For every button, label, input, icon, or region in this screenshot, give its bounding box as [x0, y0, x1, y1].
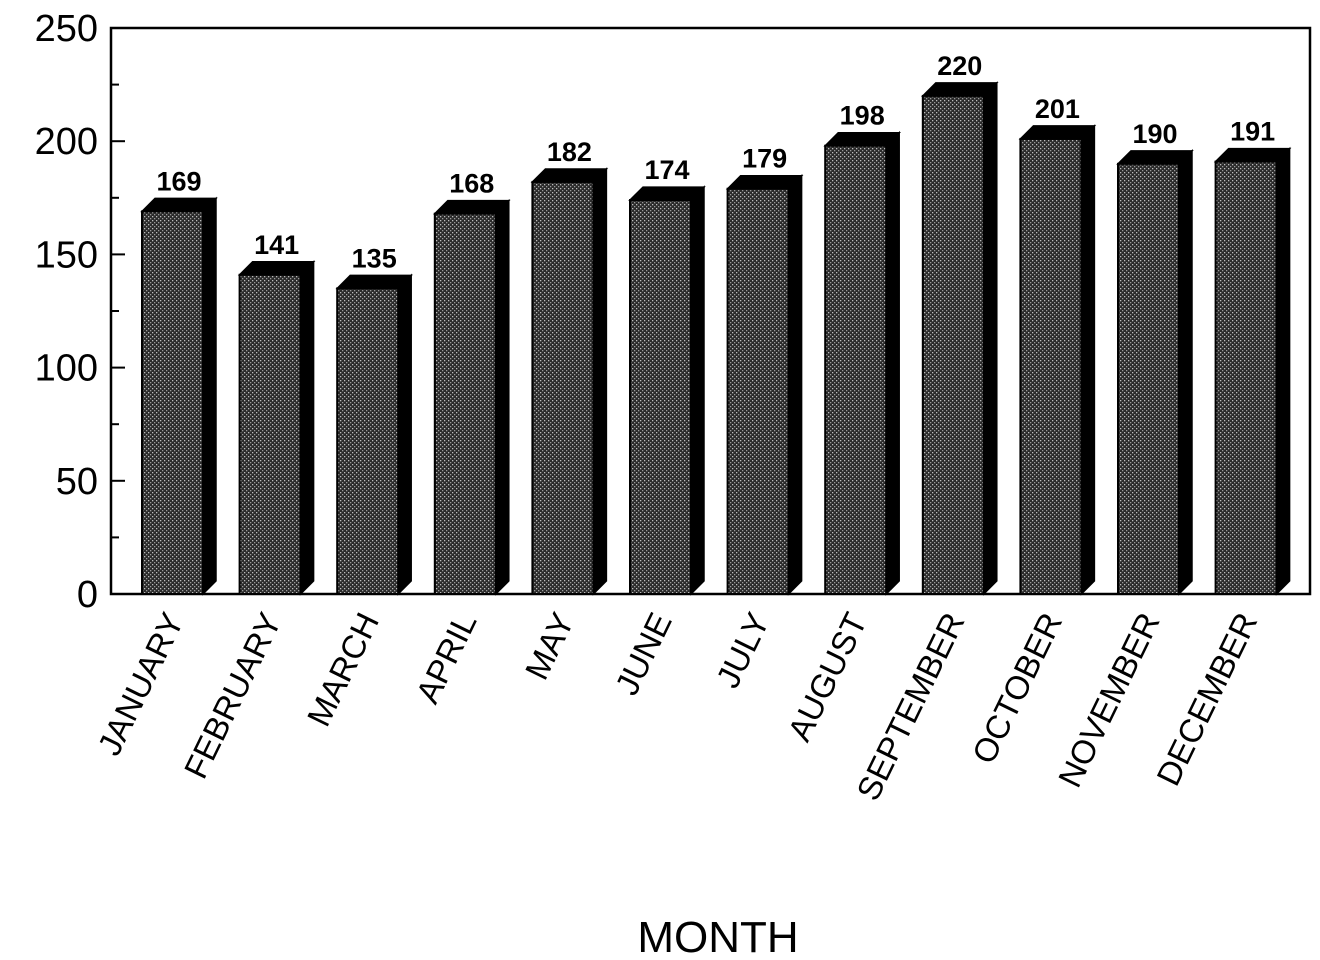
bar-face: [531, 180, 595, 595]
bar-face: [238, 273, 302, 595]
value-label: 220: [937, 51, 982, 81]
bar: [823, 130, 902, 596]
bar-side: [592, 167, 608, 596]
bar-top: [823, 131, 902, 147]
bar: [237, 259, 316, 596]
bar-top: [335, 274, 414, 290]
y-tick-label: 50: [56, 461, 98, 503]
bars: [140, 81, 1292, 596]
x-tick-label: AUGUST: [780, 607, 874, 747]
bar-face: [1117, 162, 1180, 595]
bar-face: [824, 144, 888, 595]
bar-face: [336, 287, 400, 595]
bar-side: [299, 259, 315, 596]
x-tick-label: JANUARY: [90, 607, 191, 761]
x-tick-label: MARCH: [300, 607, 386, 732]
x-tick-label: NOVEMBER: [1051, 607, 1167, 793]
bar: [432, 198, 511, 596]
x-tick-label: DECEMBER: [1149, 607, 1264, 791]
value-label: 141: [254, 230, 299, 260]
x-tick-label: JUNE: [608, 607, 679, 701]
value-label: 135: [352, 243, 397, 273]
bar-face: [433, 212, 497, 595]
bar-side: [983, 81, 998, 596]
value-label: 182: [547, 137, 592, 167]
bar-side: [1275, 146, 1291, 596]
y-tick-label: 0: [77, 574, 98, 616]
y-tick-label: 200: [35, 121, 98, 163]
bar: [920, 81, 999, 596]
y-tick-label: 150: [35, 234, 98, 276]
bar: [1213, 146, 1292, 596]
bar-top: [140, 197, 218, 213]
value-label: 174: [644, 155, 689, 185]
bar-side: [787, 173, 803, 596]
x-axis-title: MONTH: [637, 913, 798, 955]
value-label: 168: [449, 169, 494, 199]
bar-top: [1018, 125, 1097, 140]
bar: [335, 273, 414, 596]
x-tick-label: JULY: [709, 607, 777, 694]
bar-face: [141, 210, 204, 595]
bar-top: [725, 174, 804, 190]
x-tick-label: SEPTEMBER: [849, 607, 971, 806]
value-label: 201: [1035, 94, 1080, 124]
bar-top: [628, 186, 706, 201]
bar-side: [397, 273, 412, 596]
value-label: 169: [156, 166, 201, 196]
bar-face: [1214, 160, 1278, 596]
bar-top: [432, 199, 511, 215]
bar-side: [495, 198, 510, 596]
bar-face: [1019, 137, 1083, 595]
bar-side: [885, 130, 900, 596]
bar-top: [1213, 147, 1292, 163]
bar: [1116, 149, 1194, 596]
bar-face: [726, 187, 790, 596]
y-axis: 0 50 100 150 200 250: [35, 8, 125, 616]
x-tick-label: APRIL: [409, 607, 484, 709]
bar-side: [1178, 149, 1193, 596]
bar-side: [690, 185, 705, 596]
bar: [725, 173, 804, 596]
value-label: 190: [1132, 119, 1177, 149]
bar: [530, 167, 609, 596]
bar-top: [920, 82, 999, 97]
value-label: 191: [1230, 117, 1275, 147]
x-tick-label: OCTOBER: [965, 607, 1070, 769]
bar-top: [530, 168, 609, 183]
y-tick-label: 100: [35, 348, 98, 390]
value-label: 179: [742, 144, 787, 174]
value-labels: 169 141 135 168 182 174 179 198 220 201 190 191: [156, 51, 1275, 273]
bar-top: [1116, 150, 1194, 165]
bar-face: [921, 94, 985, 595]
x-tick-label: FEBRUARY: [177, 607, 289, 784]
bar-side: [202, 196, 217, 596]
bar: [628, 185, 706, 596]
bar: [140, 196, 218, 596]
x-tick-label: MAY: [518, 607, 582, 685]
y-tick-label: 250: [35, 8, 98, 50]
bar-face: [629, 199, 692, 595]
bar-side: [1080, 124, 1096, 596]
bar: [1018, 124, 1097, 596]
bar-top: [237, 261, 316, 276]
value-label: 198: [840, 101, 885, 131]
